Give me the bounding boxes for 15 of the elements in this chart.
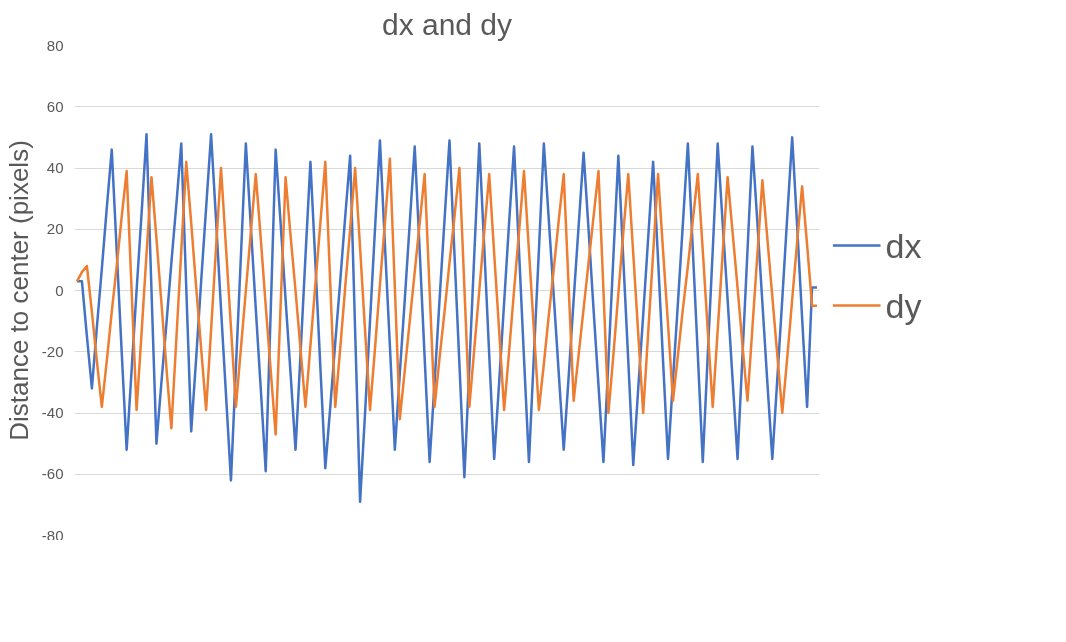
y-tick-label: 0 [55, 281, 64, 299]
y-tick-label: -60 [41, 465, 64, 483]
y-tick-label: 40 [46, 159, 64, 176]
legend-label: dx [885, 226, 922, 265]
line-series [75, 133, 819, 504]
y-tick-label: 80 [46, 36, 64, 54]
y-tick-label: 20 [46, 220, 64, 238]
y-tick-label: -20 [41, 342, 64, 360]
chart-title: dx and dy [381, 7, 513, 41]
legend-label: dy [885, 286, 922, 325]
y-tick-label: -40 [41, 404, 64, 421]
line-series [75, 157, 819, 436]
y-tick-label: -80 [41, 526, 64, 544]
y-axis-title: Distance to center (pixels) [3, 140, 34, 441]
y-tick-label: 60 [46, 97, 64, 115]
